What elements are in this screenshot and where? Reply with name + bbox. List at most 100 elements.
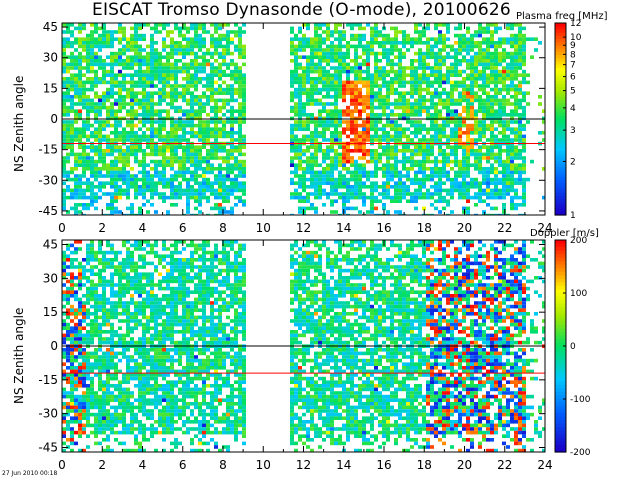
data-cell	[98, 247, 102, 251]
data-cell	[122, 37, 126, 41]
data-cell	[430, 95, 434, 99]
data-cell	[86, 394, 90, 399]
data-cell	[106, 308, 110, 312]
data-cell	[218, 163, 222, 167]
data-cell	[434, 181, 438, 185]
data-cell	[94, 149, 98, 153]
data-cell	[226, 102, 230, 106]
data-cell	[242, 73, 246, 77]
data-cell	[346, 113, 350, 117]
data-cell	[242, 87, 246, 92]
data-cell	[310, 131, 314, 135]
data-cell	[322, 134, 326, 139]
data-cell	[86, 138, 90, 142]
data-cell	[174, 131, 178, 135]
data-cell	[354, 109, 358, 113]
data-cell	[222, 149, 226, 153]
data-cell	[126, 138, 130, 142]
data-cell	[334, 127, 338, 131]
data-cell	[158, 149, 162, 153]
colorbar-swatch	[555, 74, 566, 78]
data-cell	[134, 48, 138, 52]
data-cell	[118, 41, 122, 45]
data-cell	[226, 120, 230, 124]
data-cell	[414, 113, 418, 117]
data-cell	[410, 195, 414, 200]
data-cell	[118, 398, 122, 402]
data-cell	[426, 26, 430, 31]
data-cell	[402, 51, 406, 56]
data-cell	[314, 44, 318, 49]
data-cell	[242, 152, 246, 157]
data-cell	[166, 134, 170, 139]
data-cell	[178, 41, 182, 45]
data-cell	[78, 355, 82, 359]
data-cell	[538, 102, 542, 106]
data-cell	[434, 51, 438, 56]
data-cell	[494, 206, 498, 211]
data-cell	[190, 152, 194, 157]
data-cell	[406, 73, 410, 77]
data-cell	[206, 95, 210, 99]
data-cell	[118, 159, 122, 164]
data-cell	[86, 152, 90, 157]
data-cell	[94, 319, 98, 323]
data-cell	[142, 48, 146, 52]
data-cell	[114, 369, 118, 374]
data-cell	[82, 120, 86, 124]
data-cell	[114, 170, 118, 175]
colorbar-tick-label: 9	[570, 41, 576, 51]
data-cell	[78, 376, 82, 381]
colorbar-swatch	[555, 45, 566, 50]
data-cell	[530, 55, 534, 59]
data-cell	[318, 113, 322, 117]
data-cell	[326, 181, 330, 185]
data-cell	[438, 62, 442, 67]
data-cell	[154, 62, 158, 67]
data-cell	[314, 195, 318, 200]
data-cell	[482, 213, 486, 215]
data-cell	[374, 113, 378, 117]
data-cell	[354, 192, 358, 196]
data-cell	[430, 105, 434, 110]
data-cell	[318, 33, 322, 38]
data-cell	[526, 102, 530, 106]
data-cell	[114, 149, 118, 153]
data-cell	[134, 102, 138, 106]
data-cell	[438, 77, 442, 81]
data-cell	[394, 87, 398, 92]
colorbar-swatch	[555, 55, 566, 59]
data-cell	[90, 304, 94, 309]
data-cell	[390, 149, 394, 153]
data-cell	[110, 261, 114, 266]
data-cell	[458, 131, 462, 135]
data-cell	[414, 192, 418, 196]
data-cell	[242, 84, 246, 88]
data-cell	[490, 206, 494, 211]
data-cell	[110, 358, 114, 363]
data-cell	[310, 206, 314, 211]
data-cell	[454, 163, 458, 167]
data-cell	[62, 369, 66, 374]
data-cell	[138, 127, 142, 131]
data-cell	[106, 340, 110, 345]
data-cell	[350, 59, 354, 63]
data-cell	[502, 174, 506, 178]
data-cell	[102, 337, 106, 341]
data-cell	[118, 261, 122, 266]
data-cell	[194, 102, 198, 106]
data-cell	[174, 69, 178, 74]
data-cell	[458, 84, 462, 88]
data-cell	[90, 59, 94, 63]
data-cell	[510, 195, 514, 200]
data-cell	[230, 149, 234, 153]
data-cell	[354, 62, 358, 67]
data-cell	[458, 159, 462, 164]
data-cell	[238, 181, 242, 185]
data-cell	[162, 41, 166, 45]
data-cell	[306, 170, 310, 175]
data-cell	[62, 297, 66, 302]
data-cell	[62, 391, 66, 395]
colorbar-swatch	[555, 119, 566, 123]
